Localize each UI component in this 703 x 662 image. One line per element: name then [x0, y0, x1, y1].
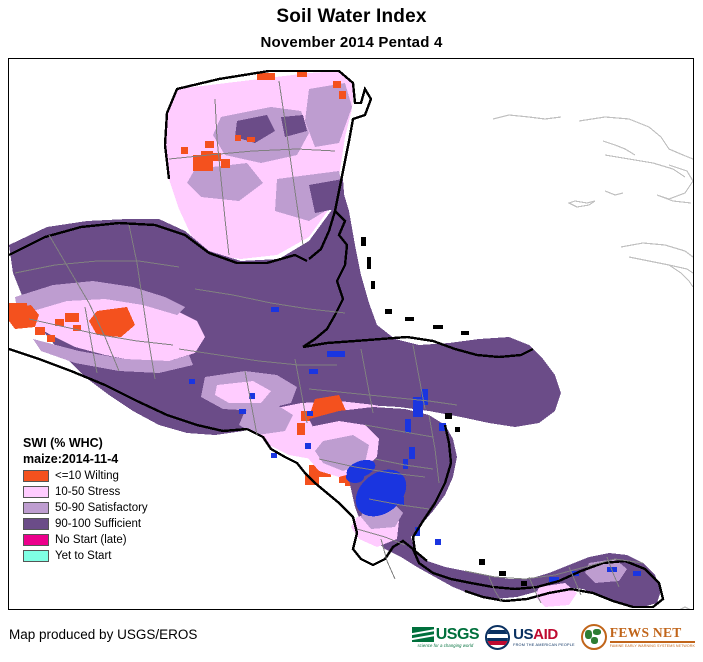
usgs-logo[interactable]: USGS science for a changing world — [411, 622, 480, 652]
water-bodies — [346, 459, 407, 517]
swi-raster-layer — [9, 71, 661, 607]
legend-label-sufficient: 90-100 Sufficient — [55, 518, 142, 530]
fews-net-tagline: FAMINE EARLY WARNING SYSTEMS NETWORK — [609, 643, 695, 648]
swi-class-sufficient-yucatan-a — [235, 115, 275, 143]
fews-net-wordmark: FEWS NET — [609, 625, 682, 641]
fews-net-logo[interactable]: FEWS NET FAMINE EARLY WARNING SYSTEMS NE… — [580, 624, 695, 650]
swi-class-sufficient-yucatan-b — [281, 115, 307, 137]
swi-class-sufficient-nicaragua-panama — [309, 407, 661, 607]
usgs-tagline: science for a changing world — [417, 642, 474, 648]
usaid-wordmark-us: US — [513, 626, 534, 643]
legend-label-wilting: <=10 Wilting — [55, 470, 119, 482]
globe-icon — [580, 624, 607, 650]
admin-boundary-layer — [14, 80, 644, 604]
legend-swatch-sufficient — [23, 518, 49, 530]
legend-item-no-start: No Start (late) — [23, 533, 148, 547]
legend-label-stress: 10-50 Stress — [55, 486, 121, 498]
usgs-wordmark: USGS — [435, 625, 480, 643]
legend-label-no-start: No Start (late) — [55, 534, 127, 546]
usgs-wave-icon — [411, 626, 434, 642]
legend-item-sufficient: 90-100 Sufficient — [23, 517, 148, 531]
fews-net-rule — [609, 641, 695, 643]
legend-label-yet-to-start: Yet to Start — [55, 550, 112, 562]
legend-swatch-yet-to-start — [23, 550, 49, 562]
legend-item-wilting: <=10 Wilting — [23, 469, 148, 483]
usaid-tagline: FROM THE AMERICAN PEOPLE — [513, 643, 575, 647]
map-credit: Map produced by USGS/EROS — [9, 627, 198, 642]
legend-label-satisfactory: 50-90 Satisfactory — [55, 502, 148, 514]
legend-item-satisfactory: 50-90 Satisfactory — [23, 501, 148, 515]
swi-class-satisfactory-chiapas — [15, 281, 185, 315]
legend-swatch-stress — [23, 486, 49, 498]
legend-heading: SWI (% WHC) — [23, 436, 103, 450]
swi-class-satisfactory-yucatan-c — [187, 163, 263, 201]
page-title: Soil Water Index — [276, 6, 427, 27]
legend-item-yet-to-start: Yet to Start — [23, 549, 148, 563]
page-subtitle: November 2014 Pentad 4 — [260, 34, 443, 51]
swi-class-wilting-pacific-coast — [9, 303, 55, 342]
legend-subheading: maize:2014-11-4 — [23, 452, 119, 466]
swi-class-wilting-chiapas — [55, 307, 135, 337]
agency-logos: USGS science for a changing world USAID … — [411, 622, 695, 652]
legend-swatch-satisfactory — [23, 502, 49, 514]
map-frame[interactable]: SWI (% WHC) maize:2014-11-4 <=10 Wilting… — [8, 58, 694, 610]
title-block: Soil Water Index November 2014 Pentad 4 — [0, 0, 703, 51]
swi-class-wilting-yucatan — [181, 71, 346, 171]
offshore-islands — [361, 237, 527, 586]
legend-swatch-wilting — [23, 470, 49, 482]
legend-item-stress: 10-50 Stress — [23, 485, 148, 499]
coastline-layer — [9, 69, 665, 609]
usaid-logo[interactable]: USAID FROM THE AMERICAN PEOPLE — [485, 624, 575, 650]
swi-class-satisfactory-nicaragua — [315, 435, 369, 471]
swi-class-sufficient-mainland — [9, 191, 561, 435]
usaid-wordmark-aid: AID — [533, 626, 558, 643]
swi-class-stress-guatemala — [215, 381, 271, 403]
legend-swatch-no-start — [23, 534, 49, 546]
map-legend: SWI (% WHC) maize:2014-11-4 <=10 Wilting… — [23, 435, 148, 563]
usaid-seal-icon — [485, 624, 511, 650]
soil-water-index-raster-map[interactable] — [9, 59, 693, 609]
outside-region-outlines — [492, 114, 693, 609]
